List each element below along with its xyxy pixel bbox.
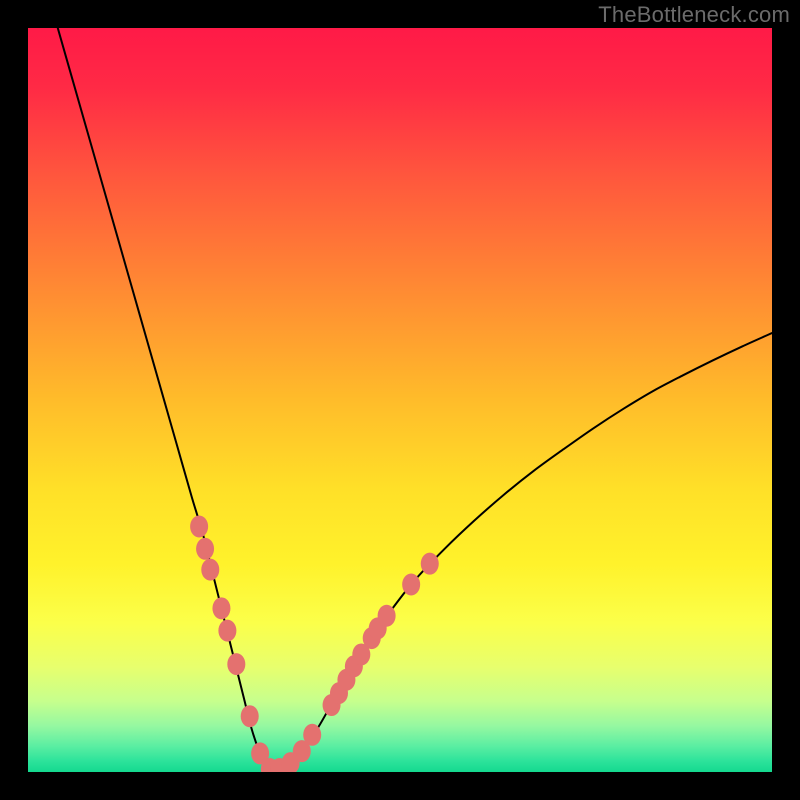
data-marker	[402, 574, 420, 596]
data-marker	[201, 559, 219, 581]
data-marker	[190, 515, 208, 537]
stage: TheBottleneck.com	[0, 0, 800, 800]
plot-area	[28, 28, 772, 772]
data-marker	[212, 597, 230, 619]
data-marker	[303, 724, 321, 746]
data-marker	[421, 553, 439, 575]
curve-layer	[28, 28, 772, 772]
data-marker	[227, 653, 245, 675]
curve-right	[270, 333, 772, 772]
watermark-label: TheBottleneck.com	[598, 2, 790, 28]
data-marker	[196, 538, 214, 560]
data-marker	[241, 705, 259, 727]
data-marker	[378, 605, 396, 627]
data-marker	[218, 620, 236, 642]
